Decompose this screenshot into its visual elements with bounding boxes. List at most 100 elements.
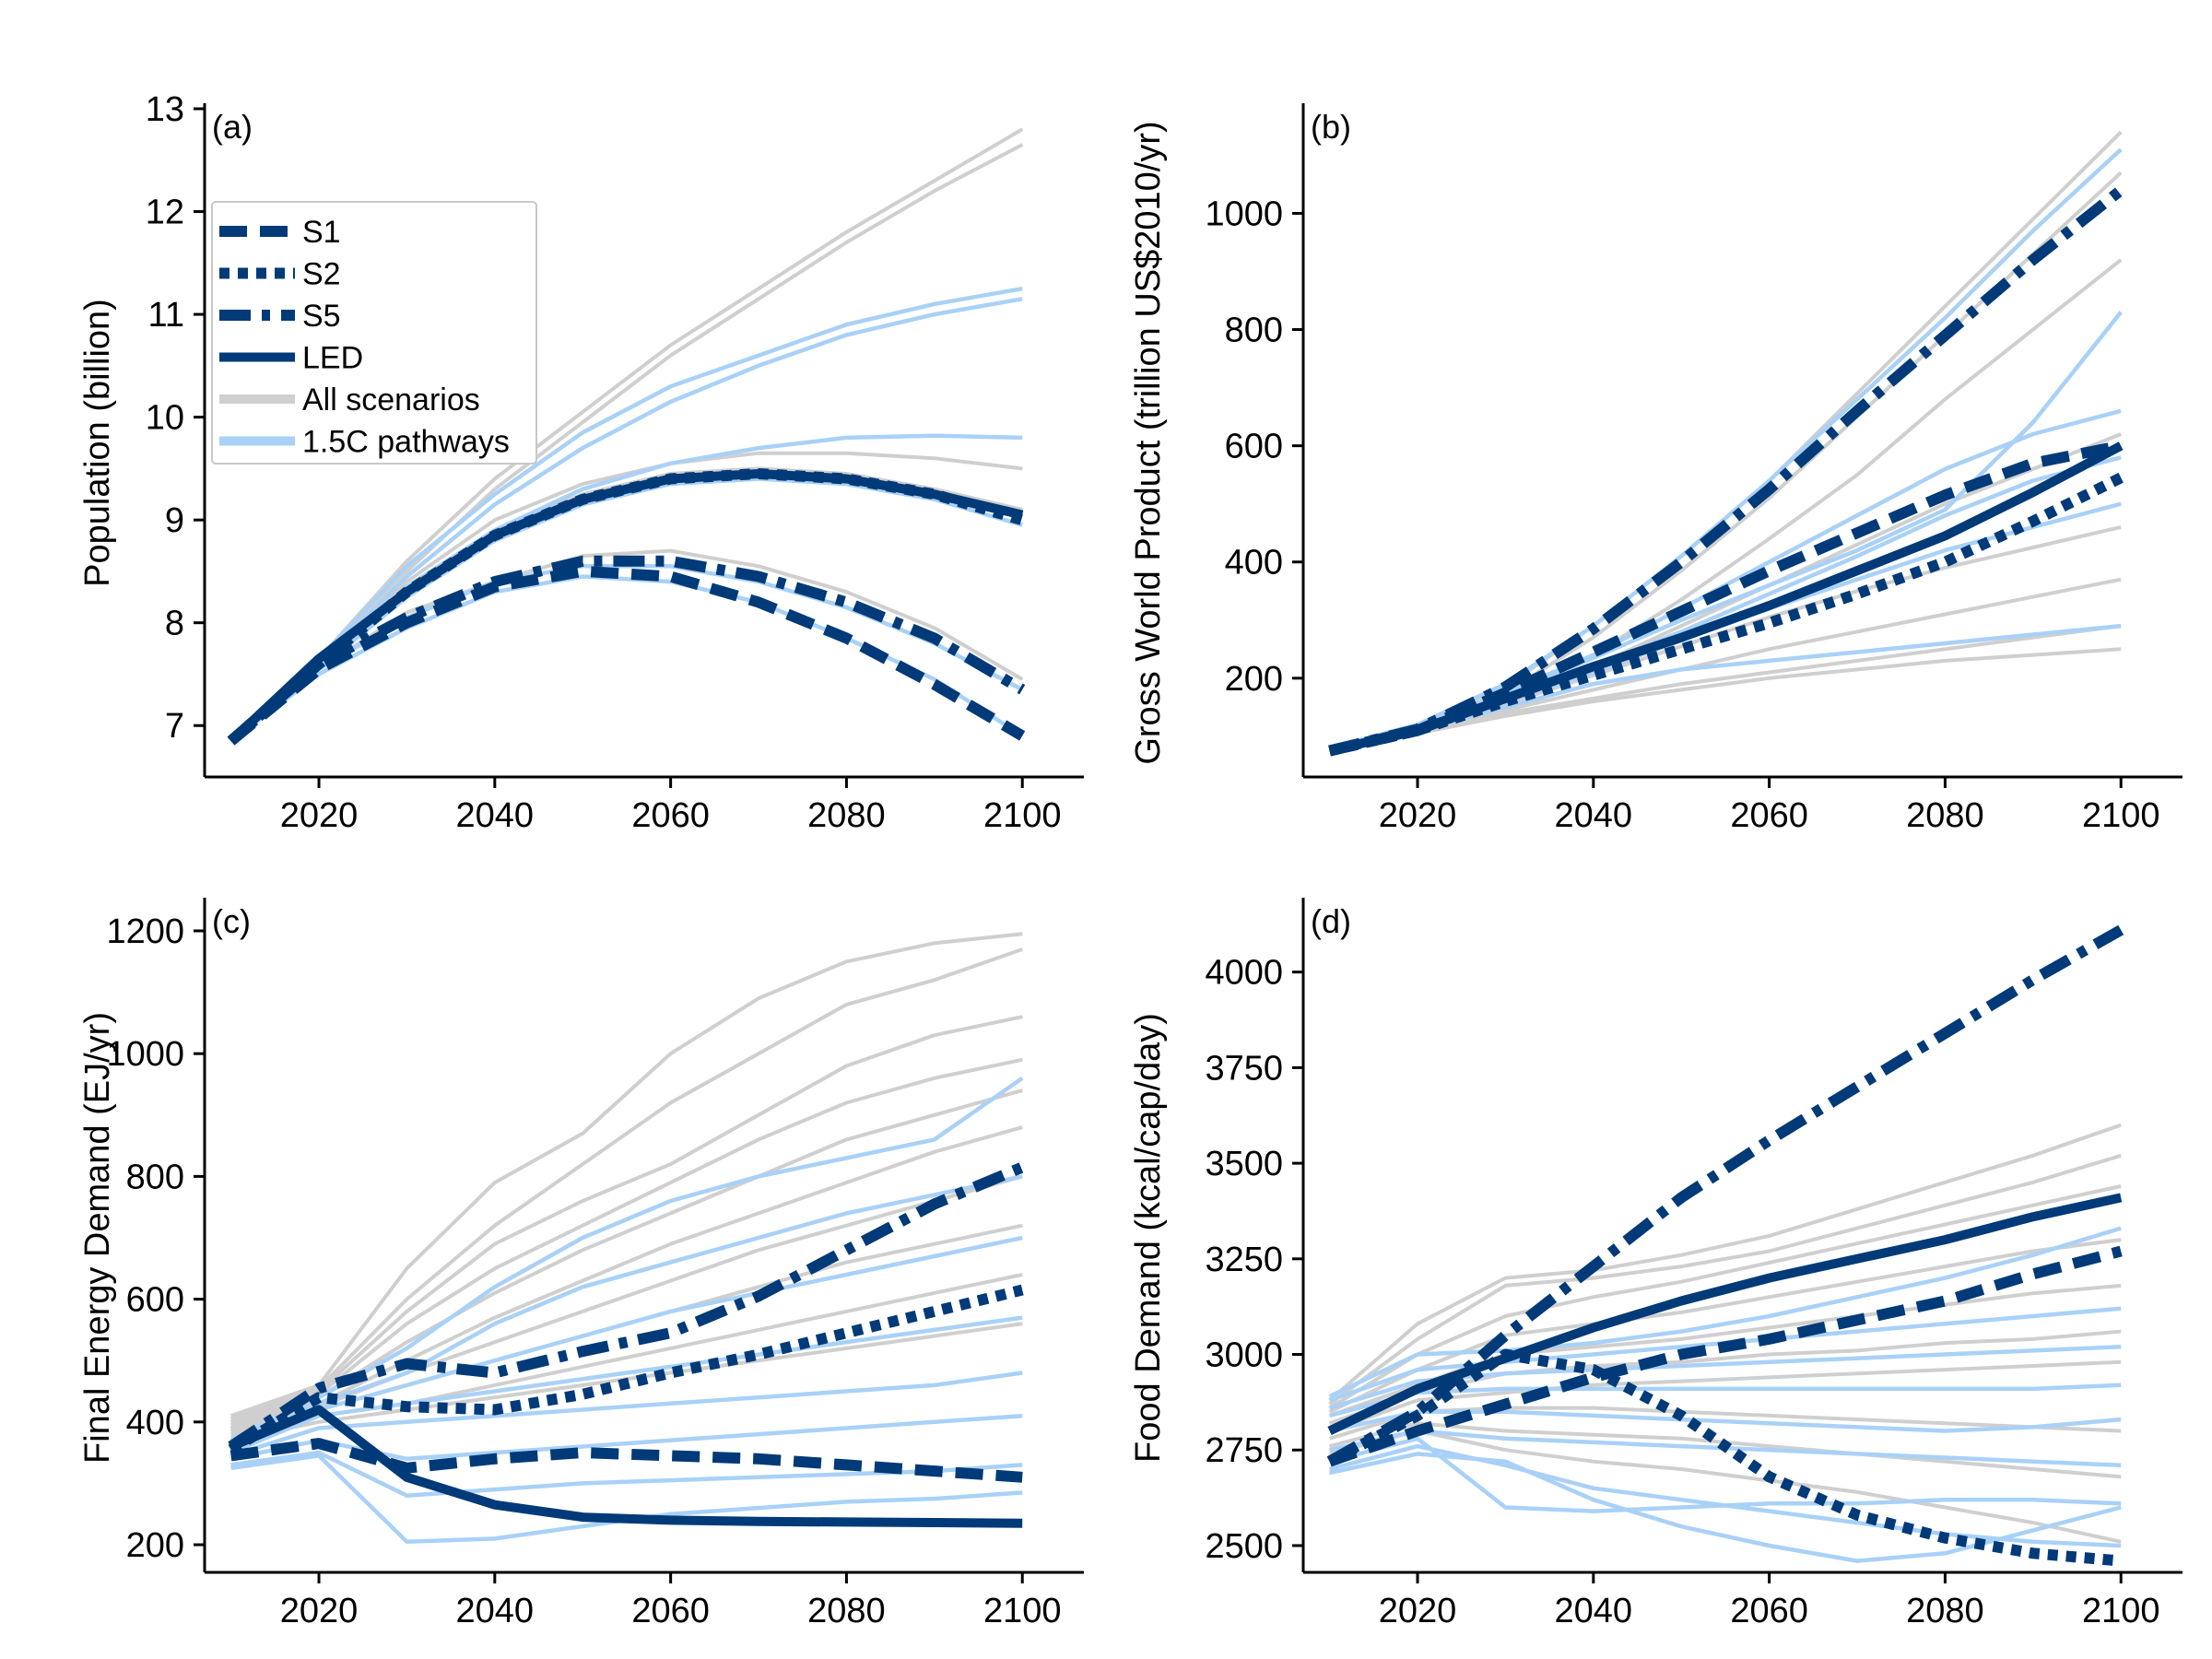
x-tick-label: 2040 (456, 796, 535, 835)
scenario-s2-line (227, 468, 1024, 746)
scenario-led-line (1327, 1193, 2123, 1436)
y-axis-label: Population (billion) (78, 299, 117, 587)
y-tick-label: 200 (1225, 660, 1283, 699)
pathway-15c-line (229, 286, 1023, 743)
grey-scenario-line (1329, 647, 2122, 753)
x-tick-label: 2020 (1379, 1592, 1457, 1630)
pathway-15c-line (229, 1371, 1023, 1458)
x-tick-label: 2100 (983, 1592, 1062, 1630)
scenario-s1-line (1327, 1245, 2123, 1467)
scenario-led-line (1328, 441, 2124, 756)
y-tick-label: 7 (165, 707, 184, 746)
y-tick-label: 3500 (1205, 1145, 1283, 1183)
series-group (1326, 924, 2124, 1567)
y-tick-label: 3250 (1205, 1241, 1283, 1279)
x-tick-label: 2080 (807, 1592, 886, 1630)
legend-label: All scenarios (302, 382, 480, 418)
y-tick-label: 800 (1225, 312, 1283, 350)
legend: S1 S2 S5 LED All scenarios 1.5C pathways (211, 201, 537, 465)
panel-a: 2020 2040 2060 2080 2100 7 8 9 10 11 12 13 (a) Popula… (78, 90, 1084, 835)
legend-label: S1 (302, 215, 341, 250)
scenario-led-line (229, 1405, 1023, 1528)
scenario-s1-line (227, 565, 1026, 746)
scenario-s1-line (229, 1438, 1023, 1483)
pathway-15c-line (229, 1235, 1023, 1452)
panel-b: 2020 2040 2060 2080 2100 200 400 600 800 1000 (b) G… (1129, 103, 2183, 835)
panel-label: (a) (212, 108, 253, 146)
y-tick-label: 400 (126, 1404, 184, 1442)
pathway-15c-line (1329, 408, 2122, 750)
y-tick-label: 4000 (1205, 954, 1283, 993)
pathway-15c-line (230, 1450, 1023, 1498)
legend-label: S2 (302, 257, 341, 292)
grey-scenario-line (229, 1015, 1023, 1424)
y-tick-label: 8 (165, 605, 184, 643)
grey-scenario-line (1328, 1359, 2122, 1433)
x-tick-label: 2040 (1555, 796, 1633, 835)
x-tick-label: 2020 (280, 796, 359, 835)
panel-label: (c) (212, 902, 251, 940)
y-tick-label: 10 (146, 399, 184, 438)
y-tick-label: 200 (126, 1526, 184, 1565)
scenario-s5-line (228, 1161, 1025, 1452)
y-axis-label: Food Demand (kcal/cap/day) (1129, 1013, 1168, 1463)
y-axis-label: Final Energy Demand (EJ/yr) (78, 1012, 117, 1464)
y-tick-label: 9 (165, 501, 184, 540)
legend-label: LED (302, 341, 363, 376)
y-tick-label: 13 (146, 90, 184, 129)
y-tick-label: 12 (146, 194, 184, 232)
grey-scenario-line (1329, 1429, 2122, 1544)
scenario-s5-line (1328, 185, 2124, 757)
scenario-s2-line (228, 1284, 1024, 1454)
grey-scenario-line (1328, 1123, 2122, 1402)
x-tick-label: 2060 (1730, 1592, 1808, 1630)
y-tick-label: 2750 (1205, 1431, 1283, 1470)
x-tick-label: 2100 (983, 796, 1062, 835)
pathway-15c-line (1329, 623, 2122, 750)
y-tick-label: 11 (148, 296, 184, 335)
x-tick-label: 2100 (2082, 1592, 2160, 1630)
pathway-15c-line (229, 574, 1024, 743)
panel-label: (d) (1311, 902, 1351, 940)
pathway-15c-line (1329, 1452, 2122, 1563)
grey-scenario-line (229, 1088, 1023, 1430)
y-tick-label: 600 (126, 1281, 184, 1320)
pathway-15c-line (229, 433, 1023, 743)
y-tick-label: 2500 (1205, 1527, 1283, 1566)
x-tick-label: 2060 (631, 796, 710, 835)
legend-label: 1.5C pathways (302, 425, 510, 460)
x-tick-label: 2020 (280, 1592, 359, 1630)
grey-scenario-line (229, 947, 1023, 1421)
y-axis-label: Gross World Product (trillion US$2010/yr… (1129, 121, 1168, 764)
panel-d: 2020 2040 2060 2080 2100 2500 2750 3000 3250 3500… (1129, 898, 2183, 1630)
x-tick-label: 2020 (1379, 796, 1457, 835)
grey-scenario-line (229, 466, 1023, 743)
scenario-led-line (228, 469, 1024, 745)
y-tick-label: 1200 (106, 912, 184, 951)
grey-scenario-line (1328, 1153, 2122, 1406)
grey-scenario-line (230, 1125, 1023, 1430)
grey-scenario-line (229, 932, 1023, 1418)
y-tick-label: 3750 (1205, 1049, 1283, 1088)
pathway-15c-line (230, 1413, 1023, 1462)
y-tick-label: 1000 (1205, 194, 1283, 233)
pathway-15c-line (229, 1315, 1023, 1455)
x-tick-label: 2040 (1555, 1592, 1633, 1630)
scenario-s5-line (1326, 924, 2124, 1466)
x-tick-label: 2100 (2082, 796, 2160, 835)
legend-label: S5 (302, 299, 341, 334)
y-tick-label: 800 (126, 1158, 184, 1196)
scenario-s2-line (1326, 1348, 2122, 1567)
series-group (228, 932, 1025, 1544)
pathway-15c-line (229, 1174, 1023, 1449)
panel-label: (b) (1311, 108, 1351, 146)
x-tick-label: 2080 (1906, 1592, 1984, 1630)
x-tick-label: 2060 (1730, 796, 1808, 835)
grey-scenario-line (1329, 624, 2122, 753)
x-tick-label: 2080 (807, 796, 886, 835)
y-tick-label: 400 (1225, 544, 1283, 582)
scenario-s5-line (227, 555, 1026, 746)
series-group (1328, 130, 2124, 757)
pathway-15c-line (1328, 1226, 2122, 1399)
